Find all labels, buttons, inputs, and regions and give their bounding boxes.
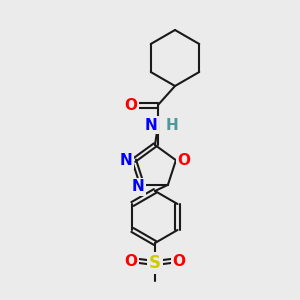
Text: O: O [124, 98, 137, 112]
Text: O: O [172, 254, 185, 268]
Text: O: O [177, 153, 190, 168]
Text: S: S [149, 254, 161, 272]
Text: N: N [145, 118, 158, 133]
Text: H: H [166, 118, 178, 133]
Text: N: N [120, 153, 133, 168]
Text: N: N [132, 179, 144, 194]
Text: O: O [124, 254, 137, 268]
